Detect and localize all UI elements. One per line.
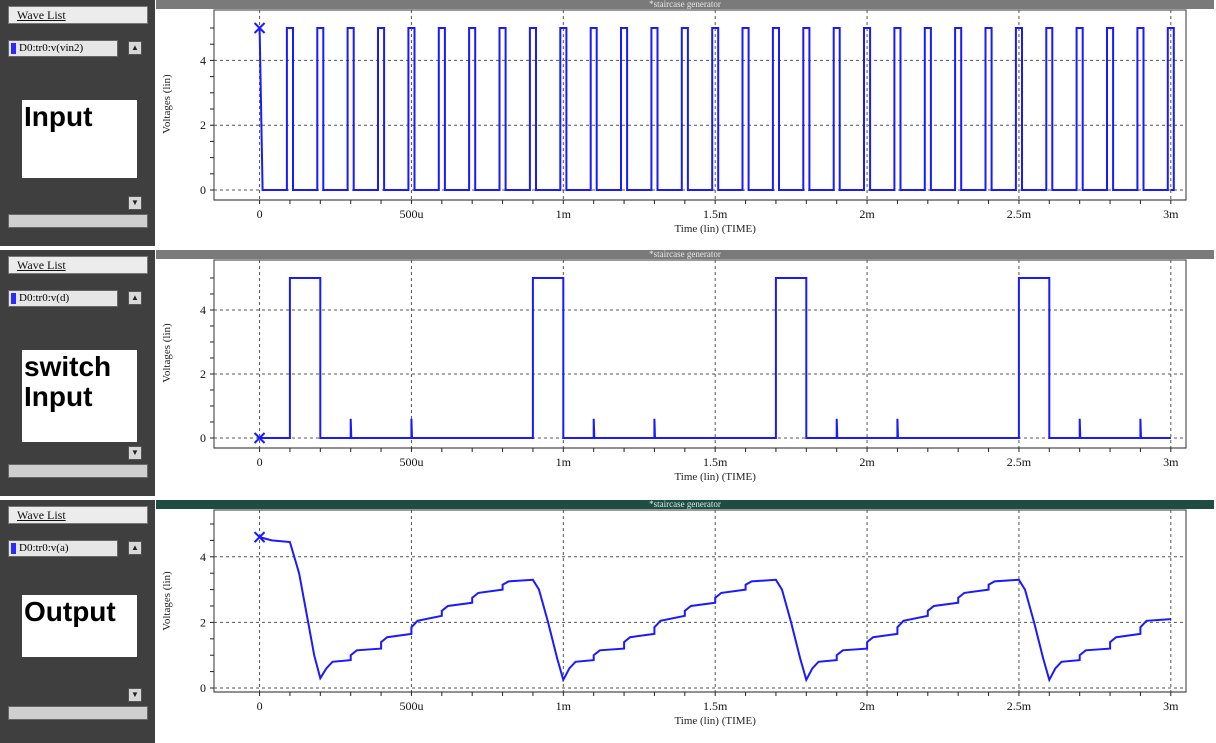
waveform-plot: 0 500u 1m 1.5m 2m 2.5m 3m 0 2 4 Time (lin) (TIME) V… xyxy=(161,259,1187,483)
y-tick-label: 0 xyxy=(200,431,206,445)
signal-label-input: Input xyxy=(22,100,137,178)
x-tick-label: 1.5m xyxy=(703,207,728,221)
trace-item[interactable]: D0:tr0:v(vin2) xyxy=(8,40,118,57)
x-tick-label: 2m xyxy=(859,455,875,469)
signal-label-output: Output xyxy=(22,595,137,657)
x-tick-label: 0 xyxy=(257,699,263,713)
x-tick-label: 0 xyxy=(257,455,263,469)
x-tick-label: 1m xyxy=(556,207,572,221)
scroll-down-icon[interactable]: ▼ xyxy=(128,196,142,210)
x-tick-label: 0 xyxy=(257,207,263,221)
wave-list-tab[interactable]: Wave List xyxy=(8,506,148,524)
x-tick-label: 2.5m xyxy=(1007,699,1032,713)
cursor-marker-icon xyxy=(253,531,266,543)
waveform-panel-switch: Wave List D0:tr0:v(d) ▲ switch Input ▼ *… xyxy=(0,250,1216,496)
plot-title-bar: *staircase generator xyxy=(156,250,1214,259)
scroll-up-icon[interactable]: ▲ xyxy=(128,41,142,55)
scroll-down-icon[interactable]: ▼ xyxy=(128,688,142,702)
plot-title-bar: *staircase generator xyxy=(156,500,1214,509)
scroll-up-icon[interactable]: ▲ xyxy=(128,291,142,305)
y-axis-label: Voltages (lin) xyxy=(161,571,173,631)
cursor-marker-icon xyxy=(253,22,266,34)
scroll-up-icon[interactable]: ▲ xyxy=(128,541,142,555)
waveform-plot: 0 500u 1m 1.5m 2m 2.5m 3m 0 2 4 Time (lin) (TIME) V… xyxy=(161,509,1187,727)
wave-list-tab[interactable]: Wave List xyxy=(8,256,148,274)
signal-label-line: switch xyxy=(24,351,112,382)
plot-area xyxy=(213,259,1187,449)
waveform-trace xyxy=(259,536,1171,683)
y-tick-label: 0 xyxy=(200,681,206,695)
x-tick-label: 3m xyxy=(1163,207,1179,221)
horizontal-scrollbar[interactable] xyxy=(8,464,148,478)
horizontal-scrollbar[interactable] xyxy=(8,706,148,720)
x-tick-label: 2m xyxy=(859,207,875,221)
plot-area xyxy=(213,509,1187,693)
waveform-trace xyxy=(258,27,1175,191)
x-tick-label: 2.5m xyxy=(1007,455,1032,469)
x-tick-label: 1.5m xyxy=(703,699,728,713)
x-axis-label: Time (lin) (TIME) xyxy=(674,471,756,483)
wave-list-sidebar: Wave List D0:tr0:v(d) ▲ switch Input ▼ xyxy=(0,250,155,496)
x-axis-label: Time (lin) (TIME) xyxy=(674,223,756,235)
x-tick-label: 1m xyxy=(556,455,572,469)
scroll-down-icon[interactable]: ▼ xyxy=(128,446,142,460)
x-tick-label: 500u xyxy=(399,455,423,469)
x-tick-label: 500u xyxy=(399,699,423,713)
y-tick-label: 4 xyxy=(200,53,206,67)
x-axis-label: Time (lin) (TIME) xyxy=(674,715,756,727)
x-tick-label: 1m xyxy=(556,699,572,713)
trace-item[interactable]: D0:tr0:v(d) xyxy=(8,290,118,307)
y-tick-label: 4 xyxy=(200,303,206,317)
waveform-trace xyxy=(259,277,1171,439)
y-tick-label: 0 xyxy=(200,183,206,197)
plot-area xyxy=(213,9,1187,201)
y-tick-label: 2 xyxy=(200,118,206,132)
signal-label-line: Input xyxy=(24,381,93,412)
y-tick-label: 2 xyxy=(200,367,206,381)
cursor-marker-icon xyxy=(253,432,266,444)
y-tick-label: 4 xyxy=(200,550,206,564)
waveform-plot: 0 500u 1m 1.5m 2m 2.5m 3m 0 2 4 Time (lin) (TIME) V… xyxy=(161,9,1187,235)
wave-list-sidebar: Wave List D0:tr0:v(vin2) ▲ Input ▼ xyxy=(0,0,155,246)
horizontal-scrollbar[interactable] xyxy=(8,214,148,228)
wave-list-sidebar: Wave List D0:tr0:v(a) ▲ Output ▼ xyxy=(0,500,155,743)
trace-item[interactable]: D0:tr0:v(a) xyxy=(8,540,118,557)
signal-label-switch: switch Input xyxy=(22,350,137,442)
x-tick-label: 2m xyxy=(859,699,875,713)
x-tick-label: 3m xyxy=(1163,699,1179,713)
y-tick-label: 2 xyxy=(200,615,206,629)
x-tick-label: 2.5m xyxy=(1007,207,1032,221)
x-tick-label: 500u xyxy=(399,207,423,221)
plot-title-bar: *staircase generator xyxy=(156,0,1214,9)
y-axis-label: Voltages (lin) xyxy=(161,323,173,383)
wave-list-tab[interactable]: Wave List xyxy=(8,6,148,24)
x-tick-label: 3m xyxy=(1163,455,1179,469)
waveform-panel-output: Wave List D0:tr0:v(a) ▲ Output ▼ *stairc… xyxy=(0,500,1216,743)
waveform-panel-input: Wave List D0:tr0:v(vin2) ▲ Input ▼ *stai… xyxy=(0,0,1216,246)
x-tick-label: 1.5m xyxy=(703,455,728,469)
y-axis-label: Voltages (lin) xyxy=(161,74,173,134)
